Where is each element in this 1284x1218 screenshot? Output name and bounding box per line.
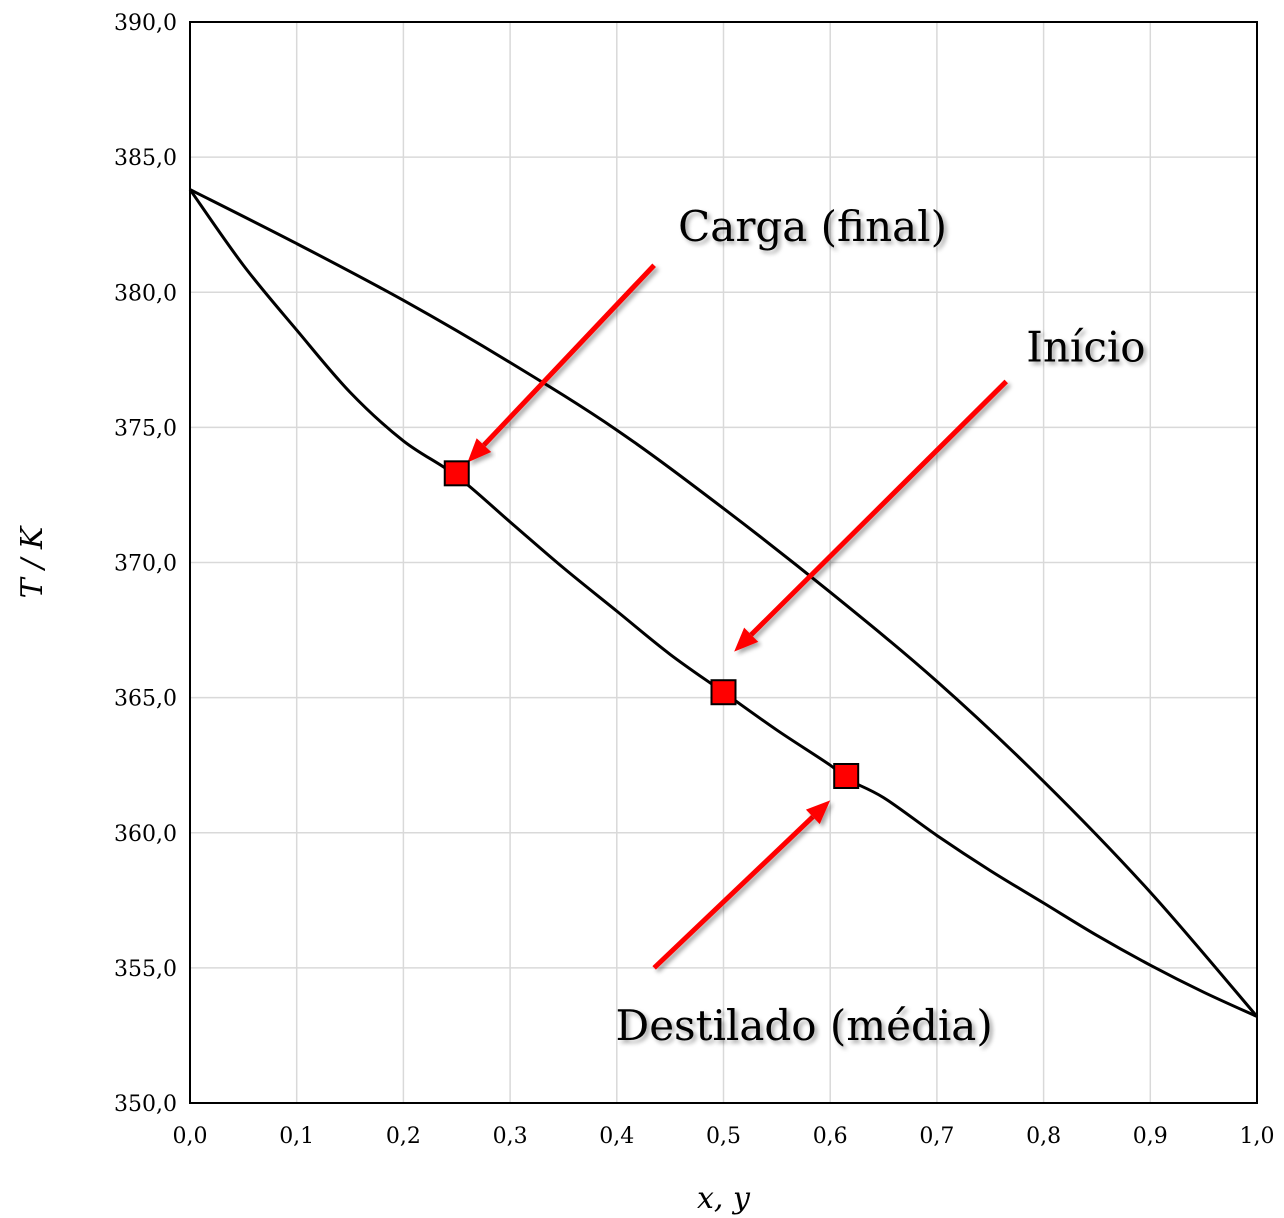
x-tick-label: 0,0: [173, 1124, 208, 1149]
plot-area: [189, 21, 1258, 1104]
axis-ticks: 0,0 0,1 0,2 0,3 0,4 0,5 0,6 0,7 0,8 0,9 1,0 350,0 35…: [114, 11, 1274, 1149]
y-tick-label: 380,0: [114, 281, 177, 306]
data-point-marker: [833, 762, 860, 789]
annotation-arrows: [467, 263, 1009, 970]
annotation-arrow-head: [467, 438, 492, 463]
point-markers: [443, 460, 860, 789]
gridlines: [189, 21, 1258, 1104]
x-tick-label: 0,4: [599, 1124, 634, 1149]
x-tick-label: 0,9: [1133, 1124, 1168, 1149]
data-point-marker: [710, 679, 737, 706]
dew-point-curve: [189, 188, 1259, 1018]
x-tick-label: 0,5: [706, 1124, 741, 1149]
annotation-label: Destilado (média): [616, 1001, 993, 1050]
y-tick-label: 370,0: [114, 552, 177, 577]
x-tick-label: 0,7: [919, 1124, 954, 1149]
x-axis-label: x, y: [697, 1181, 751, 1216]
y-tick-label: 390,0: [114, 11, 177, 36]
y-tick-label: 355,0: [114, 957, 177, 982]
annotation-arrow-shaft: [482, 263, 656, 447]
x-tick-label: 1,0: [1240, 1124, 1275, 1149]
y-tick-label: 360,0: [114, 822, 177, 847]
annotation-arrow-head: [805, 800, 831, 825]
annotation-arrow-shaft: [652, 815, 815, 970]
y-tick-label: 365,0: [114, 687, 177, 712]
annotations: Carga (final) Início Destilado (média): [616, 202, 1146, 1050]
y-axis-label: T / K: [15, 525, 50, 598]
annotation-arrow-head: [734, 627, 759, 652]
annotation-arrow-shaft: [749, 379, 1009, 637]
annotation-label: Carga (final): [678, 202, 947, 251]
y-tick-label: 350,0: [114, 1092, 177, 1117]
data-point-marker: [443, 460, 470, 487]
x-tick-label: 0,3: [493, 1124, 528, 1149]
y-tick-label: 375,0: [114, 416, 177, 441]
x-tick-label: 0,6: [813, 1124, 848, 1149]
x-tick-label: 0,8: [1026, 1124, 1061, 1149]
x-tick-label: 0,1: [279, 1124, 314, 1149]
y-tick-label: 385,0: [114, 146, 177, 171]
annotation-label: Início: [1026, 322, 1145, 371]
x-tick-label: 0,2: [386, 1124, 421, 1149]
